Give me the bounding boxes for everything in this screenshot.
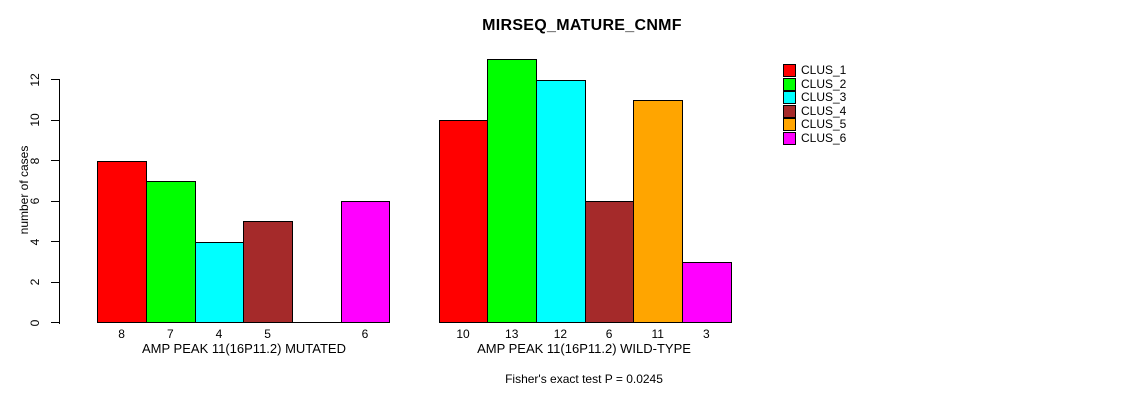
bar-value-label: 6 xyxy=(361,327,369,341)
bar-value-label: 7 xyxy=(166,327,174,341)
y-axis-tick-label: 8 xyxy=(28,157,42,165)
y-axis-tick xyxy=(51,322,60,324)
legend-label: CLUS_2 xyxy=(801,76,847,91)
bar-value-label: 3 xyxy=(703,327,710,341)
y-axis-tick xyxy=(51,281,60,283)
legend-item: CLUS_3 xyxy=(783,91,846,105)
bar-value-label: 10 xyxy=(456,327,470,341)
y-axis-tick xyxy=(51,200,60,202)
bar-clus_3 xyxy=(536,79,586,323)
bar-clus_4 xyxy=(243,221,293,323)
legend: CLUS_1 CLUS_2 CLUS_3 CLUS_4 CLUS_5 CLUS_6 xyxy=(783,64,846,145)
bar-clus_5 xyxy=(633,99,684,323)
y-axis-tick xyxy=(51,160,60,162)
fisher-test-annotation: Fisher's exact test P = 0.0245 xyxy=(505,372,663,386)
bar-value-label: 11 xyxy=(651,327,664,341)
y-axis-tick-label: 4 xyxy=(28,238,42,246)
y-axis-tick-label: 12 xyxy=(28,73,42,87)
legend-item: CLUS_5 xyxy=(783,118,846,132)
bar-clus_5-zero xyxy=(291,321,342,323)
legend-item: CLUS_4 xyxy=(783,103,847,119)
legend-item: CLUS_6 xyxy=(783,130,847,146)
bar-value-label: 5 xyxy=(264,327,271,341)
bar-clus_2 xyxy=(487,59,538,323)
legend-swatch-clus_3 xyxy=(783,91,796,105)
legend-label: CLUS_6 xyxy=(801,130,847,145)
bar-value-label: 6 xyxy=(605,327,613,341)
legend-label: CLUS_1 xyxy=(801,63,847,78)
legend-label: CLUS_4 xyxy=(801,103,847,118)
legend-swatch-clus_1 xyxy=(783,64,796,78)
bar-value-label: 13 xyxy=(505,327,519,341)
bar-clus_2 xyxy=(145,180,196,323)
y-axis-line xyxy=(59,79,60,324)
bar-value-label: 8 xyxy=(118,327,125,341)
y-axis-tick-label: 6 xyxy=(28,197,42,205)
bar-clus_1 xyxy=(97,160,147,323)
bar-value-label: 12 xyxy=(553,327,568,341)
group-label-mutated: AMP PEAK 11(16P11.2) MUTATED xyxy=(142,341,346,356)
y-axis-tick xyxy=(51,241,60,243)
bar-clus_6 xyxy=(682,261,732,323)
bar-clus_6 xyxy=(340,201,391,323)
legend-item: CLUS_1 xyxy=(783,64,846,78)
group-label-wild-type: AMP PEAK 11(16P11.2) WILD-TYPE xyxy=(477,341,691,356)
y-axis-tick-label: 2 xyxy=(28,278,42,286)
legend-swatch-clus_6 xyxy=(783,131,796,145)
bar-value-label: 4 xyxy=(215,327,223,341)
legend-label: CLUS_5 xyxy=(801,117,847,132)
legend-label: CLUS_3 xyxy=(801,90,847,105)
legend-item: CLUS_2 xyxy=(783,76,847,92)
chart-title: MIRSEQ_MATURE_CNMF xyxy=(482,17,682,34)
bar-clus_4 xyxy=(584,201,635,323)
y-axis-tick xyxy=(51,79,60,81)
legend-swatch-clus_5 xyxy=(783,118,796,132)
bar-clus_1 xyxy=(438,120,489,323)
legend-swatch-clus_4 xyxy=(783,104,796,118)
y-axis-tick xyxy=(51,119,60,121)
bar-clus_3 xyxy=(194,241,245,323)
y-axis-tick-label: 10 xyxy=(28,113,42,127)
legend-swatch-clus_2 xyxy=(783,77,796,91)
y-axis-tick-label: 0 xyxy=(28,319,42,327)
